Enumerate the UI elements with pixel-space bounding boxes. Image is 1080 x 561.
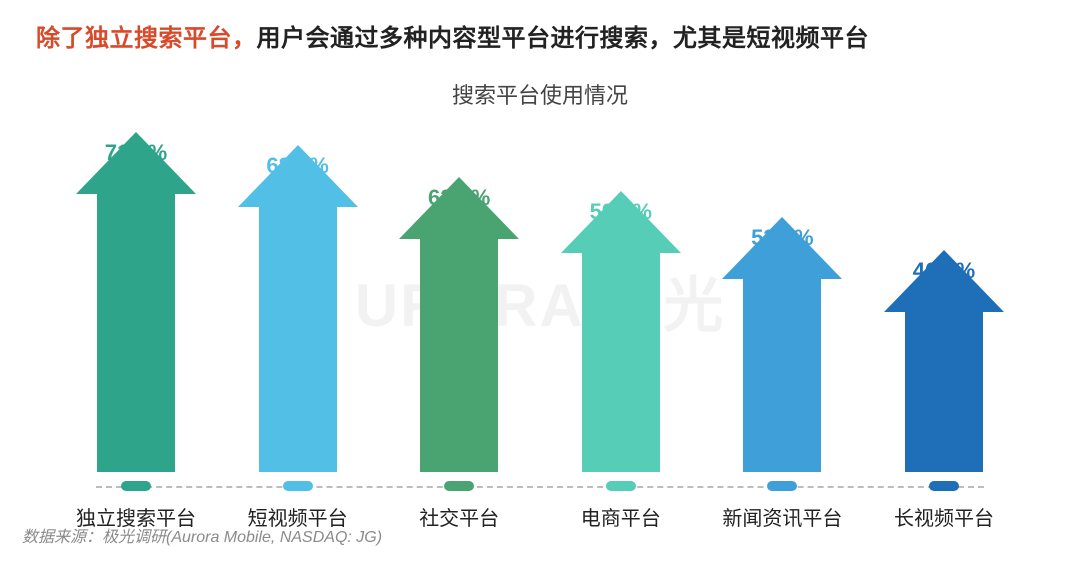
arrow-item: 46.7% bbox=[884, 112, 1004, 472]
arrow-item: 59.0% bbox=[561, 112, 681, 472]
arrow-value-label: 53.7% bbox=[751, 225, 813, 251]
baseline-dot-wrap bbox=[884, 478, 1004, 494]
baseline-dot-wrap bbox=[561, 478, 681, 494]
baseline-dot-wrap bbox=[399, 478, 519, 494]
arrow-item: 62.0% bbox=[399, 112, 519, 472]
headline-emphasis: 除了独立搜索平台， bbox=[36, 25, 257, 52]
category-label: 电商平台 bbox=[561, 502, 681, 531]
baseline-dot-wrap bbox=[238, 478, 358, 494]
baseline-dot bbox=[444, 481, 474, 491]
arrow-icon bbox=[238, 145, 358, 472]
arrow-value-label: 71.5% bbox=[105, 140, 167, 166]
baseline-dot bbox=[121, 481, 151, 491]
baseline-dot bbox=[283, 481, 313, 491]
source-note: 数据来源：极光调研(Aurora Mobile, NASDAQ: JG) bbox=[22, 523, 382, 547]
page-root: 除了独立搜索平台，用户会通过多种内容型平台进行搜索，尤其是短视频平台 搜索平台使… bbox=[0, 0, 1080, 561]
baseline-dot bbox=[767, 481, 797, 491]
arrow-icon bbox=[561, 191, 681, 472]
arrow-value-label: 68.7% bbox=[266, 153, 328, 179]
arrow-value-label: 59.0% bbox=[590, 199, 652, 225]
category-label: 长视频平台 bbox=[884, 502, 1004, 531]
arrow-item: 68.7% bbox=[238, 112, 358, 472]
baseline-row bbox=[36, 478, 1044, 494]
arrow-item: 53.7% bbox=[722, 112, 842, 472]
headline-rest: 用户会通过多种内容型平台进行搜索，尤其是短视频平台 bbox=[257, 25, 870, 52]
arrow-icon bbox=[722, 217, 842, 472]
arrow-item: 71.5% bbox=[76, 112, 196, 472]
arrow-value-label: 62.0% bbox=[428, 185, 490, 211]
chart-title: 搜索平台使用情况 bbox=[36, 78, 1044, 110]
category-label: 社交平台 bbox=[399, 502, 519, 531]
arrow-value-label: 46.7% bbox=[913, 258, 975, 284]
baseline-dot bbox=[606, 481, 636, 491]
arrow-icon bbox=[399, 177, 519, 472]
baseline-dots bbox=[76, 478, 1004, 494]
category-label: 新闻资讯平台 bbox=[722, 502, 842, 531]
baseline-dot bbox=[929, 481, 959, 491]
chart-area: URORA 极光 71.5%68.7%62.0%59.0%53.7%46.7% bbox=[36, 112, 1044, 472]
baseline-dot-wrap bbox=[722, 478, 842, 494]
headline: 除了独立搜索平台，用户会通过多种内容型平台进行搜索，尤其是短视频平台 bbox=[36, 22, 1044, 56]
arrow-icon bbox=[76, 132, 196, 472]
arrow-row: 71.5% 68.7% 62.0% 59.0% 53.7% 46.7% bbox=[76, 112, 1004, 472]
baseline-dot-wrap bbox=[76, 478, 196, 494]
